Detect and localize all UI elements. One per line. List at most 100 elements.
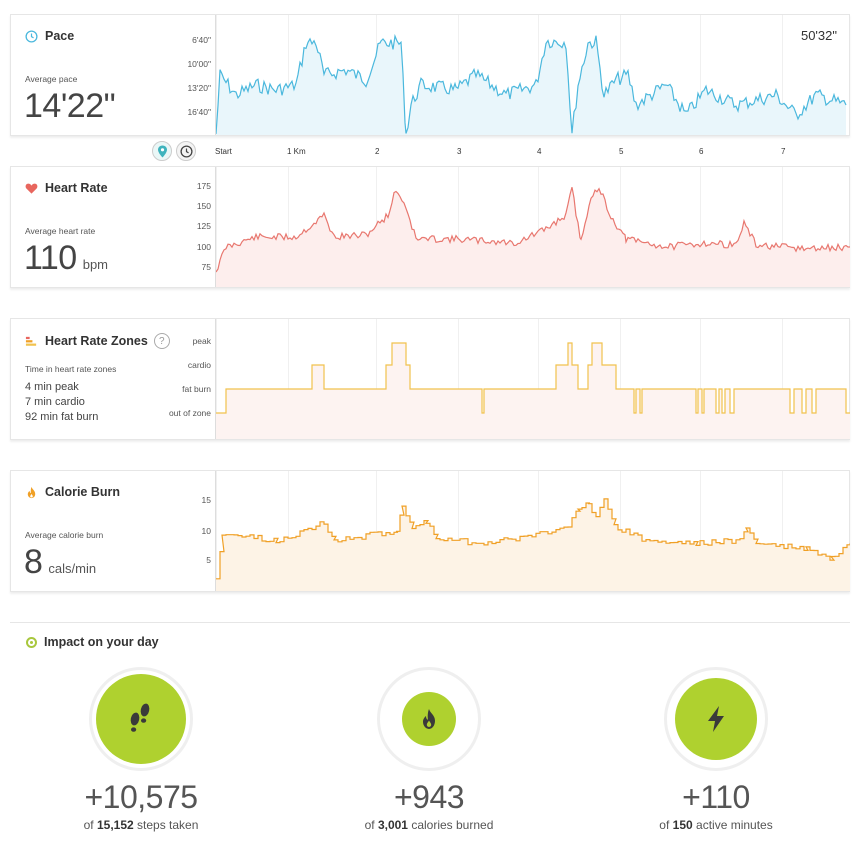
calories-caption: of 3,001 calories burned (319, 818, 539, 832)
steps-disc (96, 674, 186, 764)
heart-rate-plot[interactable] (215, 167, 850, 287)
calorie-value: 8 (24, 543, 43, 581)
pace-ytick: 6'40" (192, 35, 211, 45)
heart-rate-ytick: 100 (196, 242, 211, 252)
steps-caption-suffix: steps taken (137, 818, 199, 832)
chart-line (216, 187, 850, 273)
map-toggle-button[interactable] (152, 141, 172, 161)
zones-ytick: cardio (187, 360, 211, 370)
x-tick: Start (215, 147, 232, 156)
impact-title: Impact on your day (26, 635, 159, 649)
calorie-value-row: 8 cals/min (24, 543, 96, 582)
heart-rate-title: Heart Rate (25, 181, 108, 195)
pace-ytick: 16'40" (187, 107, 211, 117)
chart-area (216, 35, 846, 135)
heart-rate-value: 110 (24, 239, 77, 277)
heart-rate-ytick: 75 (201, 262, 211, 272)
heart-rate-ytick: 150 (196, 201, 211, 211)
zones-y-axis: peak cardio fat burn out of zone (141, 319, 211, 439)
calorie-unit: cals/min (48, 561, 97, 576)
active-minutes-caption-prefix: of (659, 818, 670, 832)
calories-value: +943 (393, 779, 465, 815)
zones-title-label: Heart Rate Zones (45, 334, 148, 348)
calorie-plot[interactable] (215, 471, 850, 591)
x-tick: 2 (375, 147, 380, 156)
heart-rate-info: Heart Rate Average heart rate 110 bpm 175… (11, 167, 215, 287)
x-tick: 4 (537, 147, 542, 156)
steps-caption: of 15,152 steps taken (31, 818, 251, 832)
zones-plot[interactable] (215, 319, 850, 439)
pace-plot[interactable] (215, 15, 849, 135)
active-minutes-total: 150 (672, 818, 693, 832)
heart-rate-ytick: 175 (196, 181, 211, 191)
heart-rate-title-label: Heart Rate (45, 181, 108, 195)
heart-rate-unit: bpm (82, 257, 109, 272)
heart-rate-avg-label: Average heart rate (25, 226, 96, 236)
calories-caption-suffix: calories burned (411, 818, 494, 832)
steps-caption-prefix: of (83, 818, 94, 832)
zone-fatburn-minutes: 92 min fat burn (25, 411, 99, 423)
pace-value: 14'22" (24, 87, 116, 125)
active-minutes-stat: +110 of 150 active minutes (606, 667, 826, 832)
pace-panel: Pace Average pace 14'22" 6'40" 10'00" 13… (10, 14, 850, 136)
calorie-burn-panel: Calorie Burn Average calorie burn 8 cals/… (10, 470, 850, 592)
calories-disc (402, 692, 456, 746)
clock-icon (179, 144, 193, 158)
target-icon (26, 636, 37, 648)
zone-cardio-minutes: 7 min cardio (25, 396, 85, 408)
calorie-ytick: 15 (201, 495, 211, 505)
chart-area (216, 187, 850, 287)
chart-area (216, 343, 850, 439)
x-tick: 6 (699, 147, 704, 156)
steps-ring[interactable] (89, 667, 193, 771)
calories-ring[interactable] (377, 667, 481, 771)
flame-icon (27, 486, 36, 498)
active-minutes-disc (675, 678, 757, 760)
footsteps-icon (130, 703, 150, 732)
view-toggles (152, 141, 196, 161)
zones-info: Heart Rate Zones ? Time in heart rate zo… (11, 319, 215, 439)
active-minutes-ring[interactable] (664, 667, 768, 771)
chart-line (216, 342, 850, 414)
zones-summary: Time in heart rate zones 4 min peak 7 mi… (25, 362, 116, 425)
help-button[interactable]: ? (153, 333, 170, 349)
x-tick: 1 Km (287, 147, 306, 156)
calorie-title-label: Calorie Burn (45, 485, 121, 499)
calorie-chart[interactable] (216, 471, 850, 591)
elapsed-time: 50'32" (800, 28, 837, 43)
zones-ytick: out of zone (168, 408, 211, 418)
steps-total: 15,152 (96, 818, 134, 832)
heart-rate-value-row: 110 bpm (24, 239, 108, 278)
zones-ytick: peak (192, 336, 211, 346)
calories-total: 3,001 (377, 818, 408, 832)
pace-title-label: Pace (45, 29, 75, 43)
calorie-ytick: 5 (206, 555, 211, 565)
heart-rate-chart[interactable] (216, 167, 850, 287)
clock-icon (25, 29, 38, 43)
heart-rate-zones-panel: Heart Rate Zones ? Time in heart rate zo… (10, 318, 850, 440)
heart-rate-panel: Heart Rate Average heart rate 110 bpm 175… (10, 166, 850, 288)
time-toggle-button[interactable] (176, 141, 196, 161)
pace-chart[interactable] (216, 15, 850, 135)
calories-stat: +943 of 3,001 calories burned (319, 667, 539, 832)
x-tick: 5 (619, 147, 624, 156)
zones-chart[interactable] (216, 319, 850, 439)
steps-value: +10,575 (84, 779, 198, 815)
pace-title: Pace (25, 29, 74, 43)
calorie-title: Calorie Burn (25, 485, 120, 499)
calorie-y-axis: 15 10 5 (141, 471, 211, 591)
pace-avg-label: Average pace (25, 74, 78, 84)
active-minutes-caption-suffix: active minutes (696, 818, 773, 832)
zones-title: Heart Rate Zones ? (25, 333, 170, 349)
flame-icon (423, 709, 435, 729)
zones-subtitle: Time in heart rate zones (25, 364, 117, 374)
calorie-avg-label: Average calorie burn (25, 530, 104, 540)
impact-title-label: Impact on your day (44, 635, 159, 649)
x-tick: 3 (457, 147, 462, 156)
x-tick: 7 (781, 147, 786, 156)
pace-ytick: 13'20" (187, 83, 211, 93)
calories-caption-prefix: of (364, 818, 375, 832)
impact-section: Impact on your day +10,575 of 15,152 ste… (10, 622, 850, 852)
zones-icon (25, 336, 37, 346)
calorie-info: Calorie Burn Average calorie burn 8 cals/… (11, 471, 215, 591)
